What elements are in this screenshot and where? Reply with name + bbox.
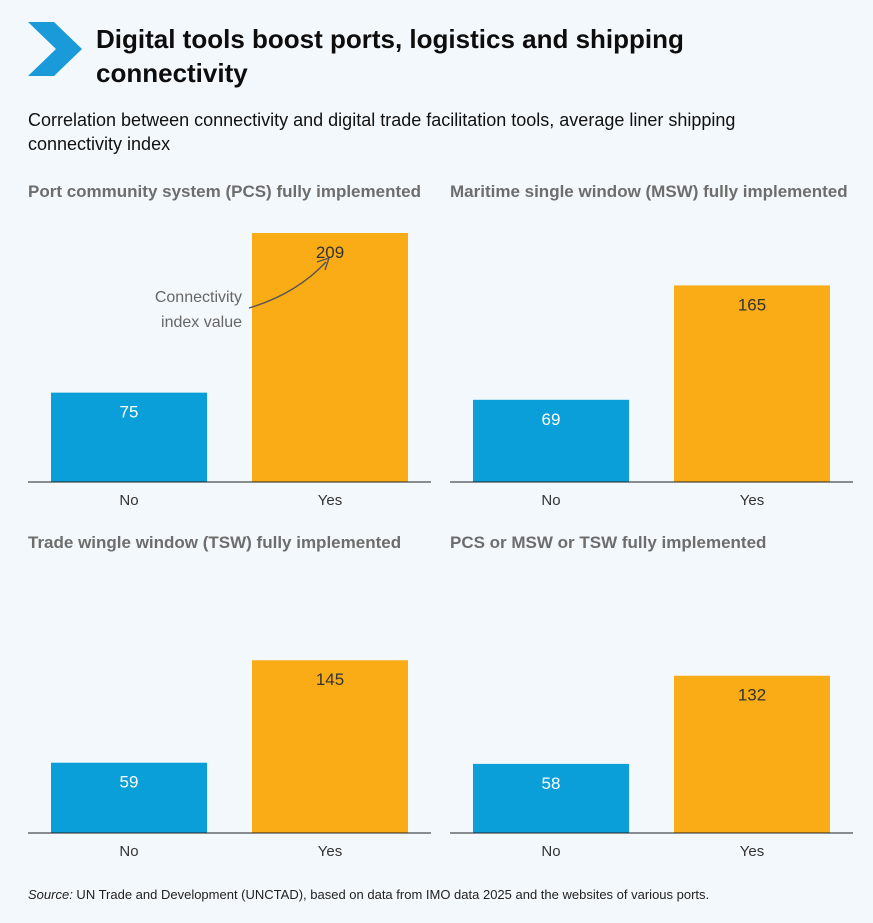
data-label: 145 [316,670,344,689]
data-label: 75 [120,403,139,422]
chart-panel-msw: Maritime single window (MSW) fully imple… [450,182,860,509]
source-note: Source: UN Trade and Development (UNCTAD… [28,887,709,902]
source-text: UN Trade and Development (UNCTAD), based… [72,887,710,902]
chart-title: Maritime single window (MSW) fully imple… [450,182,848,201]
data-label: 209 [316,243,344,262]
page-subtitle: Correlation between connectivity and dig… [28,110,736,154]
source-label: Source: [28,887,73,902]
data-label: 165 [738,295,766,314]
tick-label: No [119,492,138,509]
data-label: 58 [542,774,561,793]
bar-chart: 69 No 165 Yes [450,285,853,509]
bar [51,762,207,833]
tick-label: Yes [318,492,342,509]
bar-chart: 58 No 132 Yes [450,675,853,860]
bar [674,675,830,833]
tick-label: Yes [740,492,764,509]
chart-title: PCS or MSW or TSW fully implemented [450,533,767,552]
tick-label: No [541,492,560,509]
tick-label: Yes [740,843,764,860]
chart-panel-pcs: Port community system (PCS) fully implem… [28,182,438,509]
chart-title: Trade wingle window (TSW) fully implemen… [28,533,402,552]
bar [473,399,629,482]
tick-label: No [541,843,560,860]
bar-chart: 59 No 145 Yes [28,660,431,860]
bar [473,763,629,833]
chevron-arrow-icon [28,22,82,76]
bar [252,660,408,833]
bar [674,285,830,482]
data-label: 132 [738,686,766,705]
tick-label: No [119,843,138,860]
chart-title: Port community system (PCS) fully implem… [28,182,421,201]
chart-panel-tsw: Trade wingle window (TSW) fully implemen… [28,533,438,860]
page-title: Digital tools boost ports, logistics and… [96,24,684,88]
chart-panel-any: PCS or MSW or TSW fully implemented 58 No… [450,533,860,860]
annotation-arrow [248,261,327,309]
bar [252,233,408,482]
annotation-text: Connectivity [155,289,242,306]
tick-label: Yes [318,843,342,860]
data-label: 69 [542,410,561,429]
data-label: 59 [120,773,139,792]
annotation-arrowhead [316,257,330,271]
bar-chart: 75 No 209 Yes Connectivity index value [28,233,431,509]
annotation-text: index value [161,314,242,331]
bar [51,392,207,482]
